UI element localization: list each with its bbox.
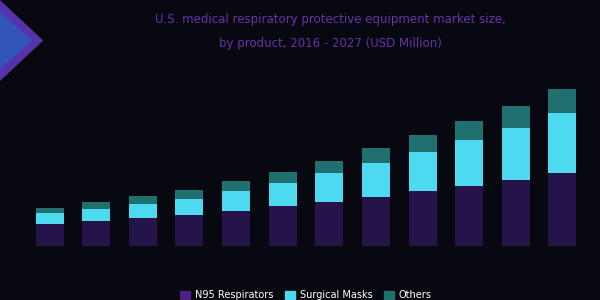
- Bar: [548, 173, 577, 246]
- Bar: [269, 183, 296, 206]
- Bar: [362, 196, 390, 246]
- Bar: [35, 208, 64, 213]
- Bar: [362, 148, 390, 163]
- Bar: [455, 186, 483, 246]
- Legend: N95 Respirators, Surgical Masks, Others: N95 Respirators, Surgical Masks, Others: [176, 286, 436, 300]
- Bar: [316, 173, 343, 202]
- Bar: [502, 179, 530, 246]
- Bar: [175, 199, 203, 215]
- Bar: [222, 211, 250, 246]
- Bar: [129, 218, 157, 246]
- Polygon shape: [0, 12, 32, 69]
- Bar: [409, 191, 437, 246]
- Bar: [362, 163, 390, 196]
- Bar: [175, 215, 203, 246]
- Polygon shape: [0, 0, 43, 81]
- Bar: [222, 191, 250, 211]
- Bar: [269, 206, 296, 246]
- Bar: [316, 202, 343, 246]
- Bar: [82, 209, 110, 221]
- Bar: [455, 121, 483, 140]
- Bar: [316, 160, 343, 173]
- Bar: [222, 182, 250, 191]
- Bar: [129, 196, 157, 204]
- Bar: [502, 128, 530, 179]
- Bar: [35, 224, 64, 246]
- Bar: [129, 204, 157, 218]
- Bar: [548, 113, 577, 173]
- Bar: [175, 190, 203, 199]
- Bar: [409, 135, 437, 152]
- Bar: [269, 172, 296, 183]
- Bar: [455, 140, 483, 186]
- Bar: [548, 89, 577, 113]
- Bar: [409, 152, 437, 191]
- Text: by product, 2016 - 2027 (USD Million): by product, 2016 - 2027 (USD Million): [218, 38, 442, 50]
- Text: U.S. medical respiratory protective equipment market size,: U.S. medical respiratory protective equi…: [155, 14, 505, 26]
- Bar: [82, 202, 110, 209]
- Bar: [502, 106, 530, 128]
- Bar: [82, 221, 110, 246]
- Bar: [35, 213, 64, 224]
